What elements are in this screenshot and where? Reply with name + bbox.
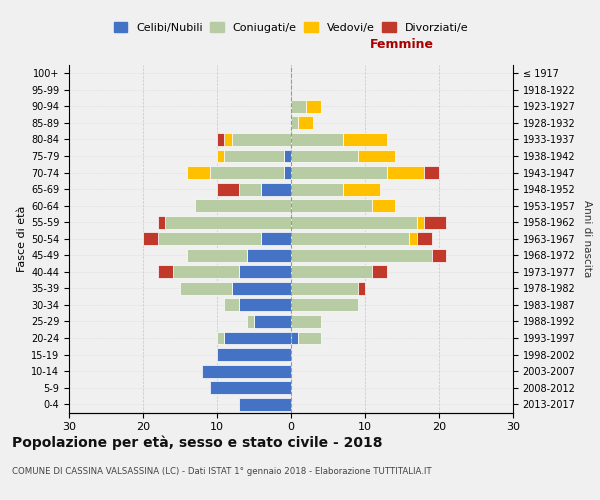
Bar — [409, 232, 417, 245]
Bar — [298, 116, 313, 130]
Bar — [343, 182, 380, 196]
Bar — [373, 199, 395, 212]
Bar — [217, 133, 224, 146]
Bar — [291, 182, 343, 196]
Bar — [262, 182, 291, 196]
Legend: Celibi/Nubili, Coniugati/e, Vedovi/e, Divorziati/e: Celibi/Nubili, Coniugati/e, Vedovi/e, Di… — [110, 18, 472, 36]
Text: Femmine: Femmine — [370, 38, 434, 51]
Bar — [291, 266, 373, 278]
Bar — [431, 249, 446, 262]
Bar — [217, 182, 239, 196]
Bar — [298, 332, 320, 344]
Y-axis label: Fasce di età: Fasce di età — [17, 206, 27, 272]
Bar — [158, 266, 173, 278]
Bar — [373, 266, 387, 278]
Bar — [239, 182, 262, 196]
Bar — [224, 133, 232, 146]
Bar — [165, 216, 291, 228]
Bar — [143, 232, 158, 245]
Bar — [247, 315, 254, 328]
Bar — [387, 166, 424, 179]
Bar — [284, 166, 291, 179]
Bar — [358, 150, 395, 162]
Bar — [239, 266, 291, 278]
Bar — [291, 100, 306, 113]
Bar — [224, 150, 284, 162]
Bar — [158, 216, 165, 228]
Bar — [291, 133, 343, 146]
Bar — [173, 266, 239, 278]
Bar — [217, 348, 291, 361]
Bar — [291, 199, 373, 212]
Bar — [247, 249, 291, 262]
Bar — [306, 100, 320, 113]
Bar — [291, 150, 358, 162]
Bar — [239, 298, 291, 312]
Bar — [284, 150, 291, 162]
Y-axis label: Anni di nascita: Anni di nascita — [582, 200, 592, 278]
Bar — [291, 282, 358, 295]
Bar — [158, 232, 262, 245]
Bar — [224, 332, 291, 344]
Bar — [262, 232, 291, 245]
Bar — [291, 232, 409, 245]
Bar — [291, 298, 358, 312]
Bar — [224, 298, 239, 312]
Bar — [180, 282, 232, 295]
Bar — [417, 232, 431, 245]
Bar — [187, 249, 247, 262]
Text: Popolazione per età, sesso e stato civile - 2018: Popolazione per età, sesso e stato civil… — [12, 435, 383, 450]
Bar — [291, 116, 298, 130]
Bar — [209, 381, 291, 394]
Bar — [291, 216, 417, 228]
Bar — [417, 216, 424, 228]
Bar — [254, 315, 291, 328]
Bar — [291, 332, 298, 344]
Text: COMUNE DI CASSINA VALSASSINA (LC) - Dati ISTAT 1° gennaio 2018 - Elaborazione TU: COMUNE DI CASSINA VALSASSINA (LC) - Dati… — [12, 468, 431, 476]
Bar — [217, 332, 224, 344]
Bar — [239, 398, 291, 410]
Bar — [291, 249, 431, 262]
Bar — [217, 150, 224, 162]
Bar — [343, 133, 387, 146]
Bar — [291, 315, 320, 328]
Bar — [187, 166, 209, 179]
Bar — [291, 166, 387, 179]
Bar — [358, 282, 365, 295]
Bar — [424, 216, 446, 228]
Bar — [195, 199, 291, 212]
Bar — [209, 166, 284, 179]
Bar — [232, 133, 291, 146]
Bar — [202, 364, 291, 378]
Bar — [424, 166, 439, 179]
Bar — [232, 282, 291, 295]
